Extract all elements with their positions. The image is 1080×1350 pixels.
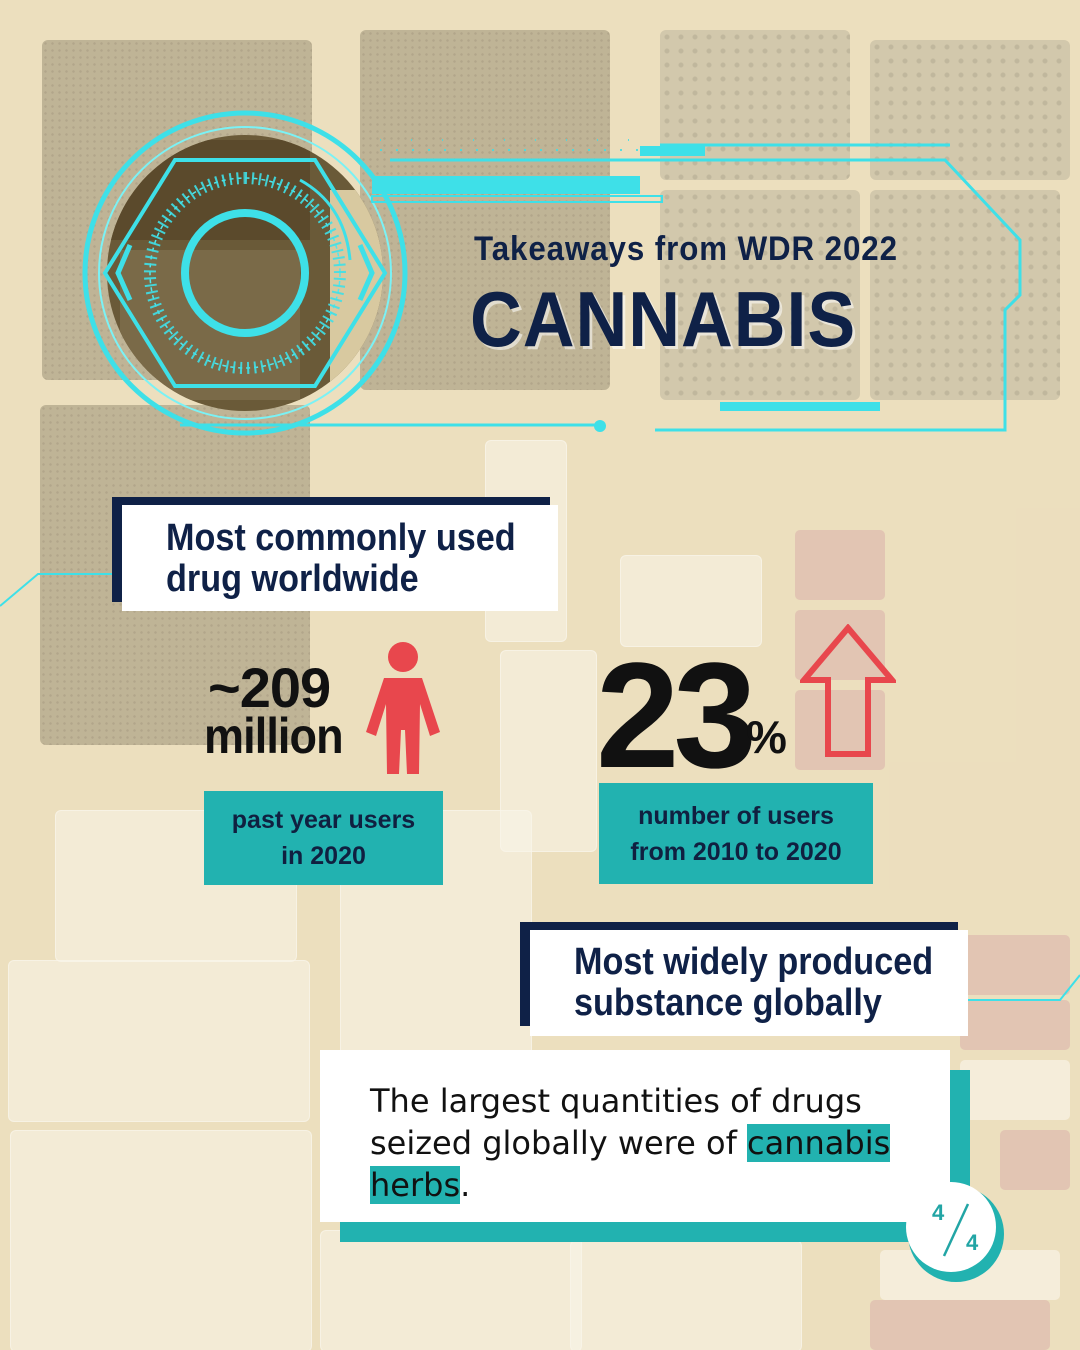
- fact2-heading: Most widely produced substance globally: [574, 941, 934, 1024]
- growth-value: 23: [596, 631, 757, 799]
- fact2-box: [530, 930, 968, 1036]
- quote-text-end: .: [460, 1166, 471, 1204]
- users-caption: past year users in 2020: [204, 791, 443, 885]
- page-title: CANNABIS: [470, 275, 857, 363]
- quote-text: The largest quantities of drugs seized g…: [370, 1080, 930, 1206]
- quote-highlight: cannabis: [747, 1124, 891, 1162]
- users-value: ~209: [208, 656, 331, 719]
- page-badge-inner: [906, 1182, 996, 1272]
- lens-ring-outer: [82, 110, 408, 436]
- quote-text-plain: The largest quantities of drugs seized g…: [370, 1082, 862, 1162]
- page-total: 4: [966, 1230, 979, 1255]
- title-subtitle: Takeaways from WDR 2022: [474, 230, 898, 268]
- fact1-heading: Most commonly used drug worldwide: [166, 517, 516, 600]
- person-icon: [366, 642, 440, 774]
- growth-caption: number of users from 2010 to 2020: [599, 783, 873, 884]
- growth-caption-text: number of users from 2010 to 2020: [630, 801, 842, 866]
- page-current: 4: [932, 1200, 945, 1225]
- growth-unit: %: [746, 711, 787, 763]
- users-unit: million: [204, 708, 344, 764]
- page-slash-icon: [942, 1203, 970, 1257]
- quote-highlight: herbs: [370, 1166, 461, 1204]
- hexagon-frame: [102, 158, 388, 388]
- up-arrow-icon: [800, 624, 896, 757]
- users-caption-text: past year users in 2020: [231, 806, 416, 870]
- fact1-box: [122, 505, 558, 611]
- lens-ring-inner: [181, 209, 309, 337]
